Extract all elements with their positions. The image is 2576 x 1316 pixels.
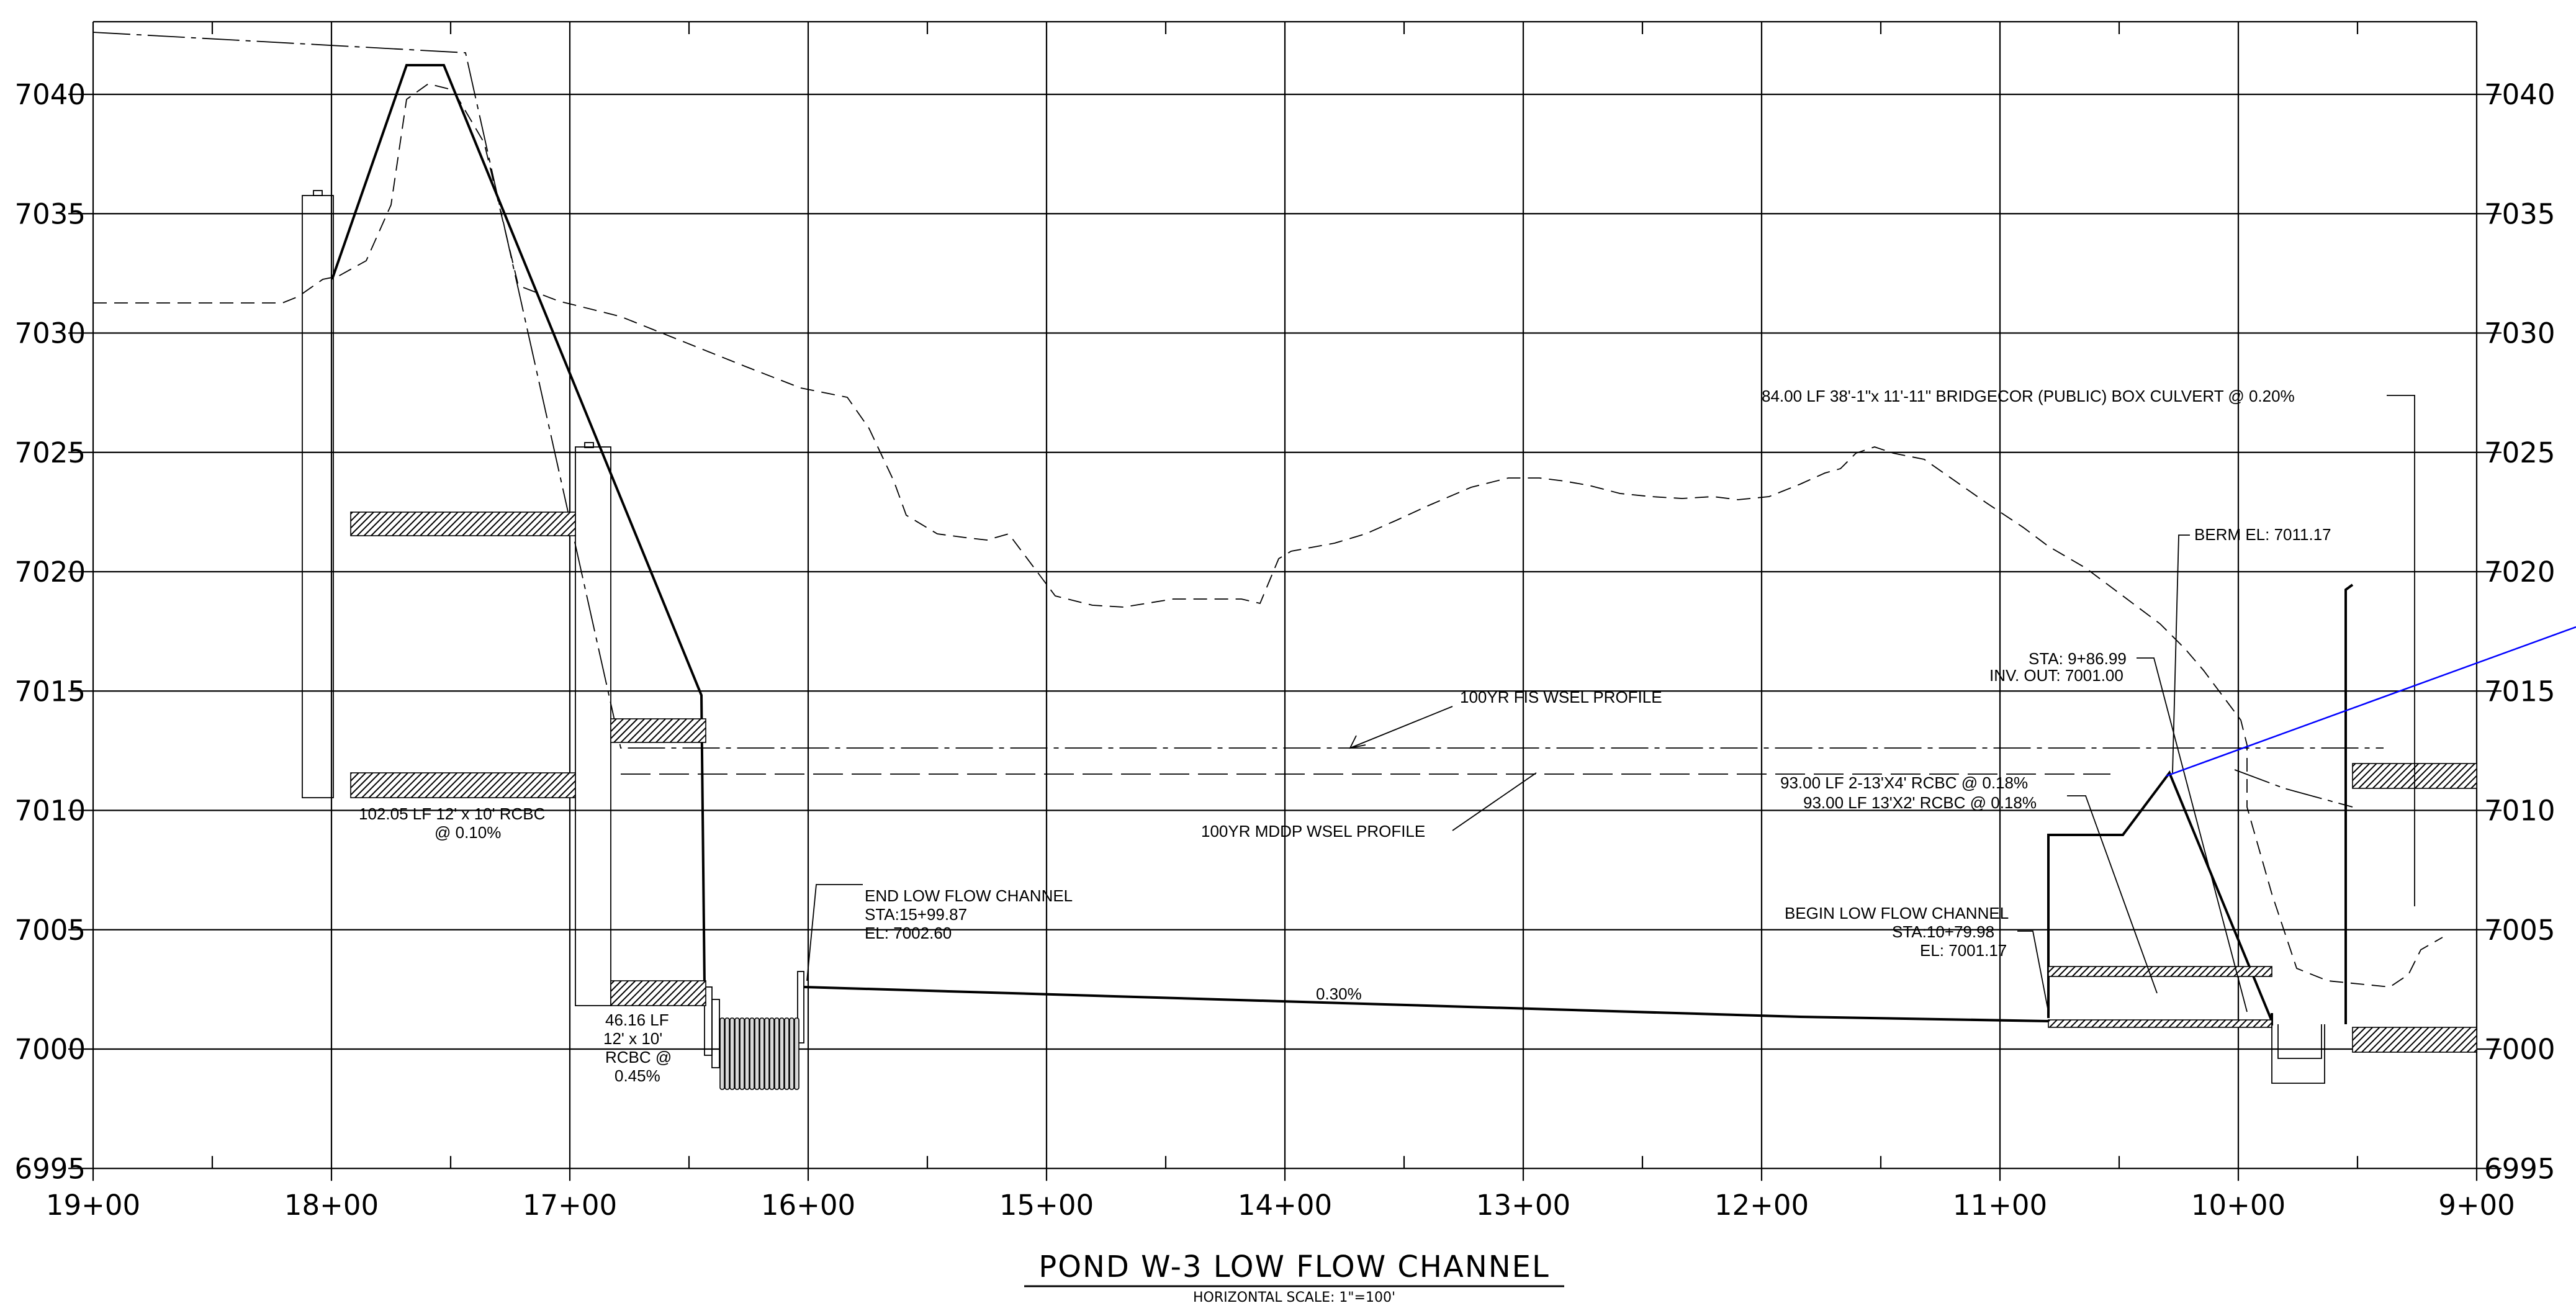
riprap-bar [759,1017,765,1090]
rcbc-93-single-label: 93.00 LF 13'X2' RCBC @ 0.18% [1803,793,2037,812]
x-tick-label: 12+00 [1714,1189,1809,1222]
bridgecor-bottom-slab [2352,1027,2477,1053]
headwall-right [2344,584,2354,1024]
leader-lines [806,395,2415,1012]
y-tick-label-right: 6995 [2484,1152,2556,1185]
y-tick-label-right: 7010 [2484,795,2556,827]
rcbc-46-bottom-slab [610,980,706,1006]
riprap-bar [719,1017,725,1090]
proposed-channel-grade [803,986,2273,1026]
x-tick-label: 13+00 [1476,1189,1570,1222]
y-tick-label-right: 7005 [2484,914,2556,947]
y-tick-label-left: 7000 [14,1033,86,1066]
y-axis-labels: 7040 7040 7035 7035 7030 7030 7025 7025 7020 7020… [14,78,2555,1185]
y-tick-label-left: 7040 [14,78,86,111]
riprap-bar [789,1017,795,1090]
riprap-bar [764,1017,770,1090]
rcbc-bottom-slab [350,772,576,798]
begin-lfc-station: STA:10+79.98 [1892,922,1994,941]
riprap-bar [739,1017,745,1090]
begin-lfc-elevation: EL: 7001.17 [1920,941,2007,960]
x-tick-label: 19+00 [46,1189,140,1222]
riprap-bar [749,1017,755,1090]
riprap-bar [729,1017,735,1090]
y-tick-label-left: 7010 [14,795,86,827]
riprap-bar [774,1017,780,1090]
x-tick-label: 10+00 [2191,1189,2286,1222]
y-tick-label-left: 7020 [14,556,86,588]
x-tick-label: 14+00 [1238,1189,1332,1222]
y-tick-label-left: 7035 [14,197,86,230]
y-tick-label-left: 7015 [14,675,86,708]
fis-wsel-label: 100YR FIS WSEL PROFILE [1460,688,1662,706]
rcbc-46-slope: 0.45% [615,1066,660,1085]
riprap-bar [744,1017,750,1090]
rcbc-93-top-slab [2048,966,2272,977]
y-tick-label-right: 7000 [2484,1033,2556,1066]
outlet-box [2271,1024,2325,1084]
end-lfc-title: END LOW FLOW CHANNEL [865,886,1073,905]
proposed-grade-line [331,64,706,988]
x-tick-label: 11+00 [1953,1189,2047,1222]
grid [68,20,2502,1181]
rcbc-102-label: 102.05 LF 12' x 10' RCBC [359,804,545,823]
y-tick-label-right: 7020 [2484,556,2556,588]
riprap-bar [779,1017,785,1090]
drawing-title: POND W-3 LOW FLOW CHANNEL [1038,1250,1549,1284]
blue-leader-line [2166,626,2576,777]
y-tick-label-left: 7025 [14,436,86,469]
x-tick-label: 17+00 [523,1189,617,1222]
headwall-structures [302,190,804,1068]
end-lfc-elevation: EL: 7002.60 [865,924,952,942]
riprap-bar [724,1017,730,1090]
horizontal-scale: HORIZONTAL SCALE: 1"=100' [1193,1290,1395,1305]
existing-ground-profile [93,83,2443,988]
rcbc-46-label: 46.16 LF [605,1011,669,1029]
rcbc-46-top-slab [610,718,706,743]
x-tick-label: 16+00 [761,1189,855,1222]
x-tick-label: 9+00 [2438,1189,2515,1222]
station-label: STA: 9+86.99 [2029,649,2127,668]
y-tick-label-right: 7025 [2484,436,2556,469]
rcbc-102-slope: @ 0.10% [435,823,501,842]
rcbc-93-twin-label: 93.00 LF 2-13'X4' RCBC @ 0.18% [1780,773,2028,792]
end-lfc-station: STA:15+99.87 [865,905,967,924]
riprap-drop-structure [719,1017,799,1090]
y-tick-label-left: 6995 [14,1152,86,1185]
y-tick-label-right: 7015 [2484,675,2556,708]
berm-label: BERM EL: 7011.17 [2194,525,2331,544]
bridgecor-label: 84.00 LF 38'-1"x 11'-11" BRIDGECOR (PUBL… [1762,387,2295,405]
slope-label: 0.30% [1316,985,1362,1003]
riprap-bar [734,1017,740,1090]
fis-wsel-line [92,32,2384,749]
x-tick-label: 15+00 [999,1189,1094,1222]
x-axis-labels: 19+00 18+00 17+00 16+00 15+00 14+00 13+00 12+00… [46,1189,2515,1222]
mddp-wsel-label: 100YR MDDP WSEL PROFILE [1201,822,1425,841]
riprap-bar [754,1017,760,1090]
riprap-bar [769,1017,775,1090]
x-tick-label: 18+00 [284,1189,379,1222]
riprap-bar [784,1017,790,1090]
rcbc-46-type: RCBC @ [605,1048,672,1066]
invert-out-label: INV. OUT: 7001.00 [1989,666,2123,685]
leader-dashdot [2234,769,2353,808]
y-tick-label-left: 7030 [14,317,86,350]
berm-grade [2047,770,2273,1022]
y-tick-label-right: 7030 [2484,317,2556,350]
begin-lfc-title: BEGIN LOW FLOW CHANNEL [1785,904,2009,922]
riprap-bar [794,1017,799,1090]
rcbc-46-size: 12' x 10' [603,1029,662,1048]
rcbc-93-bottom-slab [2048,1019,2272,1028]
y-tick-label-left: 7005 [14,914,86,947]
rcbc-top-slab [350,512,576,536]
y-tick-label-right: 7040 [2484,78,2556,111]
y-tick-label-right: 7035 [2484,197,2556,230]
